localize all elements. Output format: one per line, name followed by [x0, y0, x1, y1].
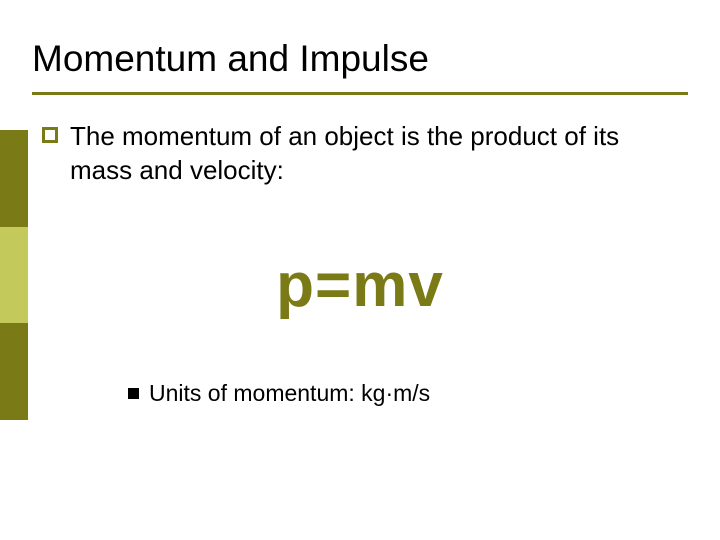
sub-bullet-text: Units of momentum: kg·m/s: [149, 380, 430, 407]
title-underline: [32, 92, 688, 95]
bullet-item: The momentum of an object is the product…: [42, 120, 682, 188]
accent-segment: [0, 323, 28, 420]
slide-title: Momentum and Impulse: [32, 38, 429, 80]
formula: p=mv: [0, 250, 720, 321]
square-bullet-icon: [128, 388, 139, 399]
sub-bullet-item: Units of momentum: kg·m/s: [128, 380, 648, 407]
square-bullet-icon: [42, 127, 58, 143]
bullet-text: The momentum of an object is the product…: [70, 120, 682, 188]
accent-segment: [0, 130, 28, 227]
